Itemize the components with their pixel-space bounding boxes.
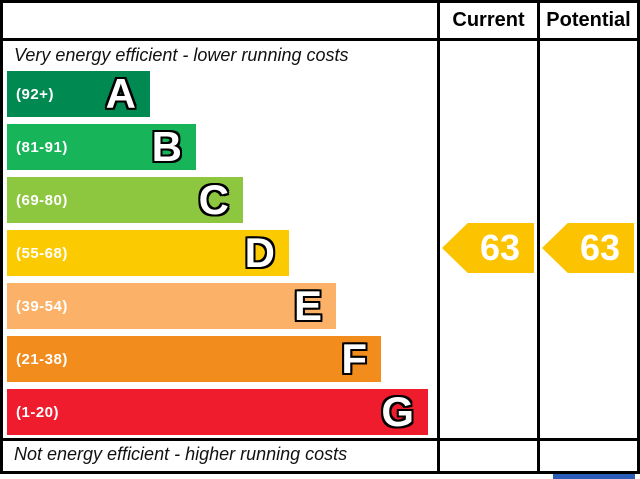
bottom-caption: Not energy efficient - higher running co… <box>14 444 348 464</box>
column-header-current: Current <box>452 9 525 31</box>
band-range-label: (55-68) <box>16 244 68 262</box>
band-range-label: (81-91) <box>16 138 68 156</box>
band-letter: G <box>381 388 414 435</box>
band-e: (39-54) E <box>7 283 336 329</box>
band-letter: E <box>293 282 322 329</box>
footer-row-divider <box>0 438 640 441</box>
band-a: (92+) A <box>7 71 150 117</box>
potential-rating-value: 63 <box>579 227 621 268</box>
band-range-label: (39-54) <box>16 297 68 315</box>
band-range-label: (1-20) <box>16 403 60 421</box>
top-caption: Very energy efficient - lower running co… <box>14 45 349 65</box>
band-range-label: (92+) <box>16 85 54 103</box>
header-row-divider <box>0 38 640 41</box>
band-letter: F <box>341 335 367 382</box>
column-header-potential: Potential <box>546 9 631 31</box>
band-f: (21-38) F <box>7 336 381 382</box>
potential-column-divider <box>537 0 540 474</box>
band-letter: B <box>151 123 182 170</box>
band-range-label: (21-38) <box>16 350 68 368</box>
band-range-label: (69-80) <box>16 191 68 209</box>
band-letter: D <box>244 229 275 276</box>
band-letter: C <box>198 176 229 223</box>
current-rating-value: 63 <box>479 227 521 268</box>
band-d: (55-68) D <box>7 230 289 276</box>
current-rating-arrow: 63 <box>442 223 534 273</box>
band-g: (1-20) G <box>7 389 428 435</box>
current-column-divider <box>437 0 440 474</box>
band-c: (69-80) C <box>7 177 243 223</box>
band-letter: A <box>105 70 136 117</box>
eu-flag-partial <box>553 474 635 479</box>
band-b: (81-91) B <box>7 124 196 170</box>
